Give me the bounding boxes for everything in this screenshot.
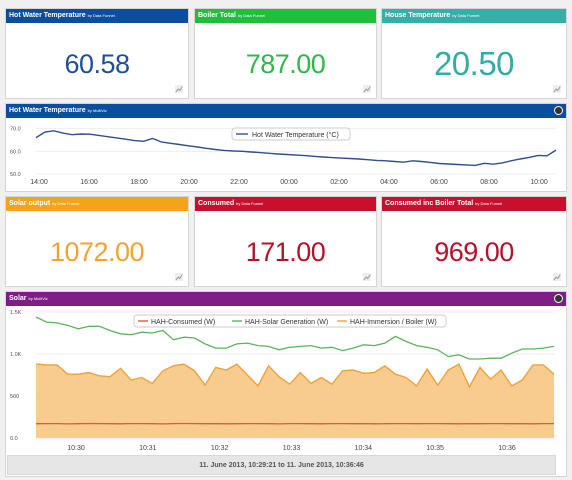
panel-header: Solar by MultiViz <box>6 292 566 306</box>
legend-item-solar-generation: HAH-Solar Generation (W) <box>245 319 328 326</box>
x-tick-label: 16:00 <box>80 179 98 186</box>
x-tick-label: 08:00 <box>480 179 498 186</box>
chart-icon[interactable] <box>553 85 561 93</box>
x-tick-label: 06:00 <box>430 179 448 186</box>
legend-item-immersion-boiler: HAH-Immersion / Boiler (W) <box>350 319 437 326</box>
x-tick-label: 18:00 <box>130 179 148 186</box>
widget-source: by Data Funnel <box>237 13 266 18</box>
widget-value: 969.00 <box>434 237 514 267</box>
x-tick-label: 10:33 <box>283 445 301 452</box>
widget-header: Consumed by Data Funnel <box>195 197 376 211</box>
widget-source: by Data Funnel <box>452 13 480 18</box>
y-tick-label: 1.5K <box>10 310 22 316</box>
widget-value: 60.58 <box>64 49 130 79</box>
widget-title: Boiler Total <box>198 12 236 19</box>
widget-value: 20.50 <box>433 45 515 82</box>
time-range-footer: 11. June 2013, 10:29:21 to 11. June 2013… <box>7 455 556 475</box>
x-tick-label: 10:32 <box>211 445 229 452</box>
y-tick-label: 500 <box>10 394 19 400</box>
x-tick-label: 22:00 <box>230 179 248 186</box>
widget-value: 787.00 <box>245 49 326 79</box>
widget-header: House Temperature by Data Funnel <box>382 9 566 23</box>
x-tick-label: 04:00 <box>380 179 398 186</box>
x-tick-label: 10:30 <box>67 445 85 452</box>
widget-boiler-total: Boiler Total by Data Funnel 787.00 <box>194 8 377 99</box>
panel-header: Hot Water Temperature by MultiViz <box>6 104 566 118</box>
widget-title: Hot Water Temperature <box>9 12 86 19</box>
settings-icon[interactable] <box>554 106 563 115</box>
solar-chart: 1.5K 1.0K 500 0.0 10:30 10:31 10:32 10:33 10:34… <box>10 310 555 452</box>
y-tick-label: 70.0 <box>10 127 21 133</box>
y-tick-label: 0.0 <box>10 436 18 442</box>
chart-icon[interactable] <box>175 85 183 93</box>
widget-header: Boiler Total by Data Funnel <box>195 9 376 23</box>
panel-source: by MultiViz <box>87 108 107 113</box>
legend-item-consumed: HAH-Consumed (W) <box>151 319 215 326</box>
panel-source: by MultiViz <box>28 296 48 301</box>
legend-item-hot-water-temperature: Hot Water Temperature (°C) <box>252 131 339 139</box>
chart-icon[interactable] <box>553 273 561 281</box>
series-area-immersion-boiler <box>36 364 554 438</box>
temperature-chart-panel: Hot Water Temperature by MultiViz 70.0 60.… <box>5 103 567 192</box>
x-tick-label: 02:00 <box>330 179 348 186</box>
x-tick-label: 14:00 <box>30 179 48 186</box>
x-tick-label: 10:35 <box>426 445 444 452</box>
widget-hot-water-temperature: Hot Water Temperature by Data Funnel 60.5… <box>5 8 189 99</box>
widget-consumed-inc-boiler-total: Consumed inc Boiler Total by Data Funnel … <box>381 196 567 287</box>
widget-header: Consumed inc Boiler Total by Data Funnel <box>382 197 566 211</box>
widget-source: by Data Funnel <box>87 13 115 18</box>
widget-header: Solar output by Data Funnel <box>6 197 188 211</box>
widget-title: Consumed <box>198 200 235 207</box>
widget-value: 171.00 <box>245 237 326 267</box>
chart-icon[interactable] <box>363 273 371 281</box>
widget-source: by Data Funnel <box>236 201 264 206</box>
widget-solar-output: Solar output by Data Funnel 1072.00 <box>5 196 189 287</box>
panel-title: Hot Water Temperature <box>9 107 86 114</box>
widget-header: Hot Water Temperature by Data Funnel <box>6 9 188 23</box>
chart-legend[interactable]: Hot Water Temperature (°C) <box>231 127 351 141</box>
x-tick-label: 10:00 <box>530 179 548 186</box>
widget-title: Solar output <box>9 200 51 207</box>
widget-source: by Data Funnel <box>475 201 503 206</box>
y-tick-label: 1.0K <box>10 352 22 358</box>
chart-icon[interactable] <box>175 273 183 281</box>
panel-title: Solar <box>9 295 27 302</box>
series-line-hot-water-temperature <box>35 130 557 167</box>
y-tick-label: 60.0 <box>10 149 21 155</box>
widget-source: by Data Funnel <box>52 201 80 206</box>
x-tick-label: 10:36 <box>498 445 516 452</box>
x-tick-label: 00:00 <box>280 179 298 186</box>
chart-legend[interactable]: HAH-Consumed (W) HAH-Solar Generation (W… <box>133 314 447 328</box>
y-tick-label: 50.0 <box>10 172 21 178</box>
widget-title: House Temperature <box>385 12 451 19</box>
series-line-solar-generation <box>35 316 555 360</box>
x-tick-label: 20:00 <box>180 179 198 186</box>
temperature-chart: 70.0 60.0 50.0 14:00 16:00 18:00 20:00 22:00 00… <box>10 127 557 186</box>
solar-chart-panel: Solar by MultiViz 1.5K 1.0K 500 0.0 10:30 10:… <box>5 291 567 477</box>
x-tick-label: 10:34 <box>355 445 373 452</box>
x-tick-label: 10:31 <box>139 445 157 452</box>
time-range-text: 11. June 2013, 10:29:21 to 11. June 2013… <box>199 462 364 469</box>
widget-value: 1072.00 <box>49 237 145 267</box>
settings-icon[interactable] <box>554 294 563 303</box>
widget-title: Consumed inc Boiler Total <box>385 200 474 207</box>
widget-house-temperature: House Temperature by Data Funnel 20.50 <box>381 8 567 99</box>
chart-icon[interactable] <box>363 85 371 93</box>
widget-consumed: Consumed by Data Funnel 171.00 <box>194 196 377 287</box>
series-line-immersion-boiler <box>35 363 555 389</box>
